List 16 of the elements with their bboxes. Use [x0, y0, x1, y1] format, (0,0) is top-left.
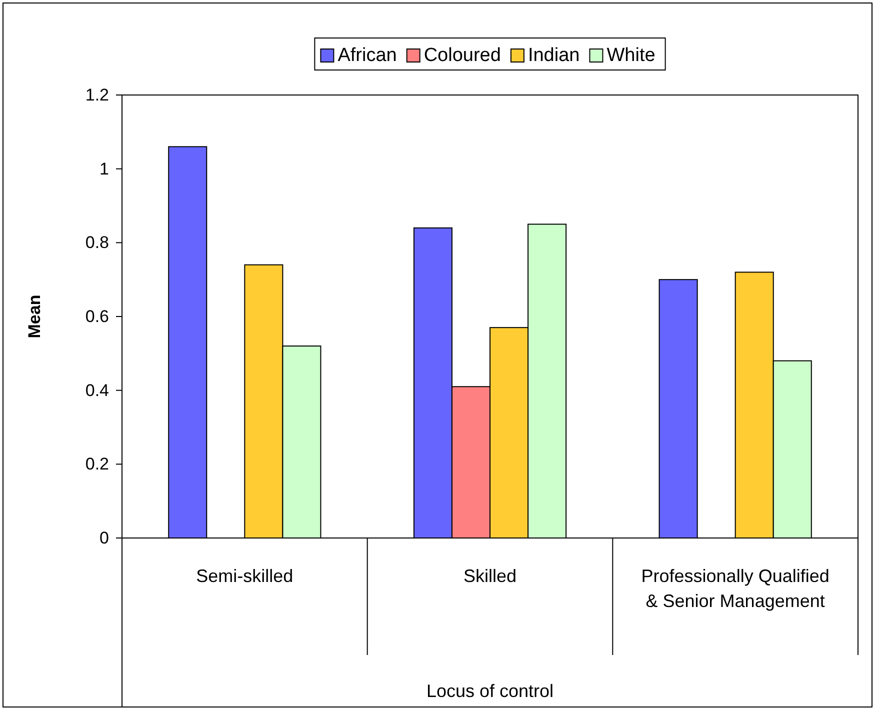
legend-label: Indian — [528, 45, 580, 66]
y-tick-label: 1.2 — [85, 85, 109, 104]
y-tick-label: 0.8 — [85, 233, 109, 252]
y-tick-label: 0.6 — [85, 306, 109, 326]
y-tick-label: 0 — [100, 528, 109, 548]
x-tick-label: Semi-skilled — [196, 566, 294, 586]
y-tick-label: 1 — [100, 159, 109, 178]
legend-label: African — [338, 45, 397, 66]
y-tick-label: 0.4 — [85, 380, 109, 400]
x-tick-label: Skilled — [463, 566, 517, 586]
y-axis-title: Mean — [25, 294, 44, 338]
legend-label: Coloured — [424, 45, 501, 66]
y-tick-label: 0.2 — [85, 454, 109, 474]
x-tick-label: Professionally Qualified & Senior Management — [641, 566, 830, 611]
x-axis-title: Locus of control — [426, 681, 554, 701]
legend-label: White — [606, 45, 656, 66]
